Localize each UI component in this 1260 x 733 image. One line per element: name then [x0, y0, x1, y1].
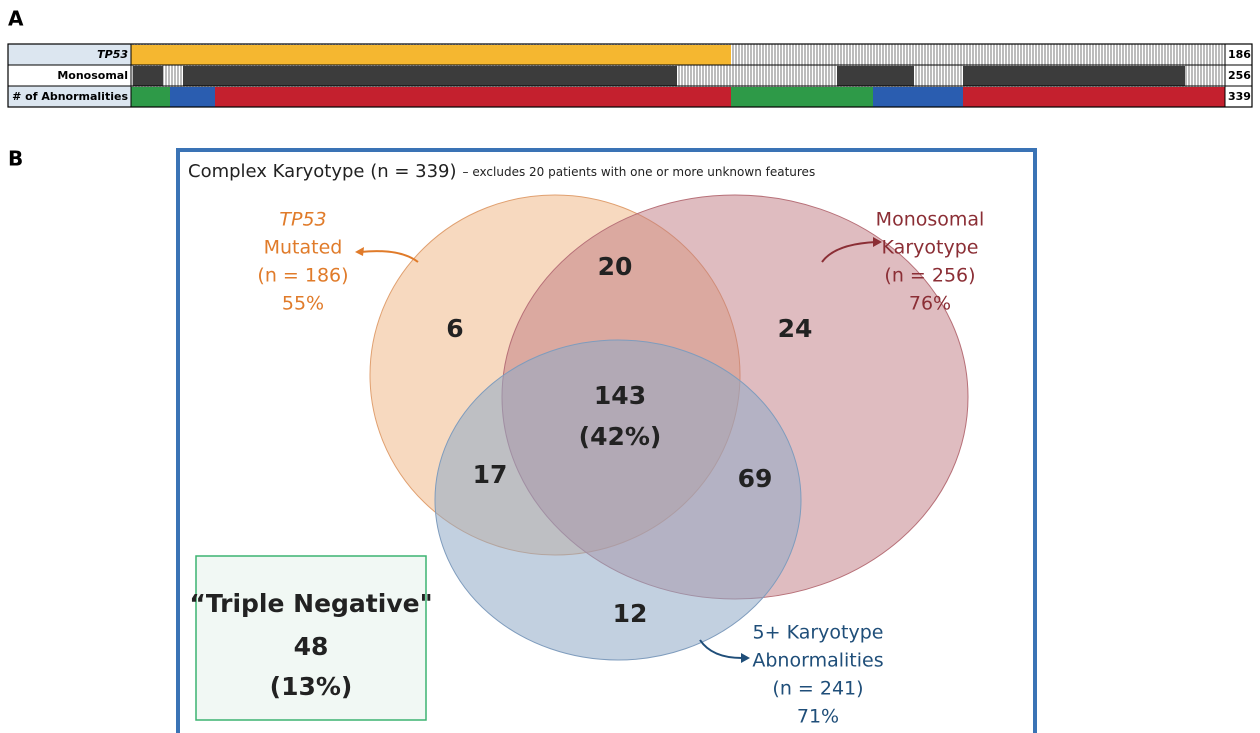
- set-label: 55%: [282, 293, 324, 315]
- segment: [837, 66, 914, 86]
- table-border: [7, 43, 1253, 108]
- region-count: 20: [598, 252, 633, 281]
- panel-label: B: [8, 147, 23, 171]
- box-percent: (13%): [270, 672, 353, 701]
- arrow: [359, 250, 419, 263]
- set-circle: [434, 339, 802, 661]
- row-count: 339: [1228, 90, 1251, 103]
- region-count: 143: [594, 381, 646, 410]
- set-label: 71%: [797, 706, 839, 728]
- row-count: 186: [1228, 48, 1251, 61]
- segment: [963, 87, 1225, 107]
- row-label: # of Abnormalities: [12, 90, 128, 103]
- label-cell: [8, 86, 131, 107]
- title-main: Complex Karyotype (n = 339): [188, 161, 457, 182]
- segment: [215, 87, 731, 107]
- segment: [131, 87, 170, 107]
- region-count: 24: [778, 314, 813, 343]
- set-label: 5+ Karyotype: [753, 622, 884, 644]
- box-title: “Triple Negative": [189, 589, 432, 618]
- arrow-head: [873, 237, 882, 247]
- panel-border: [176, 148, 1037, 733]
- set-label: 76%: [909, 293, 951, 315]
- arrow: [821, 241, 877, 263]
- set-label: (n = 256): [884, 265, 975, 287]
- segment: [133, 66, 163, 86]
- row-label: Monosomal: [57, 69, 128, 82]
- triple-negative-box: [195, 555, 427, 721]
- box-count: 48: [294, 632, 329, 661]
- set-label: Karyotype: [882, 237, 979, 259]
- label-cell: [8, 44, 131, 65]
- set-label: Abnormalities: [752, 650, 883, 672]
- region-count: 12: [613, 599, 648, 628]
- region-count: 69: [738, 464, 773, 493]
- set-label: TP53: [279, 209, 326, 231]
- set-label: Mutated: [264, 237, 343, 259]
- arrow-head: [355, 247, 364, 256]
- set-label: (n = 186): [257, 265, 348, 287]
- region-count: 6: [446, 314, 463, 343]
- track-table: TP53 Monosomal # of Abnormalities 186 25…: [7, 43, 1253, 108]
- segment: [170, 87, 215, 107]
- arrow-head: [741, 653, 750, 663]
- arrow: [699, 639, 743, 659]
- region-count: 17: [473, 460, 508, 489]
- segment: [873, 87, 963, 107]
- segment: [131, 45, 731, 65]
- segment: [963, 66, 1185, 86]
- label-cell: [8, 65, 131, 86]
- segment: [183, 66, 677, 86]
- venn-panel: Complex Karyotype (n = 339) – excludes 20…: [176, 148, 1037, 733]
- segment: [731, 87, 873, 107]
- panel-label: A: [8, 7, 24, 31]
- set-label: Monosomal: [876, 209, 985, 231]
- region-percent: (42%): [579, 422, 662, 451]
- title-note: – excludes 20 patients with one or more …: [463, 165, 816, 179]
- venn-title: Complex Karyotype (n = 339) – excludes 20…: [188, 161, 815, 182]
- set-label: (n = 241): [772, 678, 863, 700]
- row-count: 256: [1228, 69, 1251, 82]
- row-label: TP53: [97, 48, 128, 61]
